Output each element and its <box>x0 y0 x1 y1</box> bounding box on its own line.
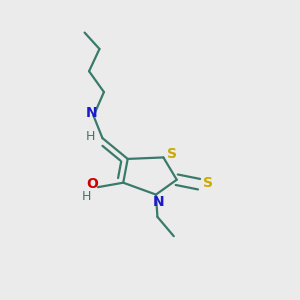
Text: O: O <box>86 177 98 191</box>
Text: N: N <box>152 195 164 209</box>
Text: H: H <box>86 130 95 143</box>
Text: H: H <box>81 190 91 202</box>
Text: S: S <box>167 148 177 161</box>
Text: S: S <box>203 176 213 190</box>
Text: N: N <box>86 106 98 120</box>
